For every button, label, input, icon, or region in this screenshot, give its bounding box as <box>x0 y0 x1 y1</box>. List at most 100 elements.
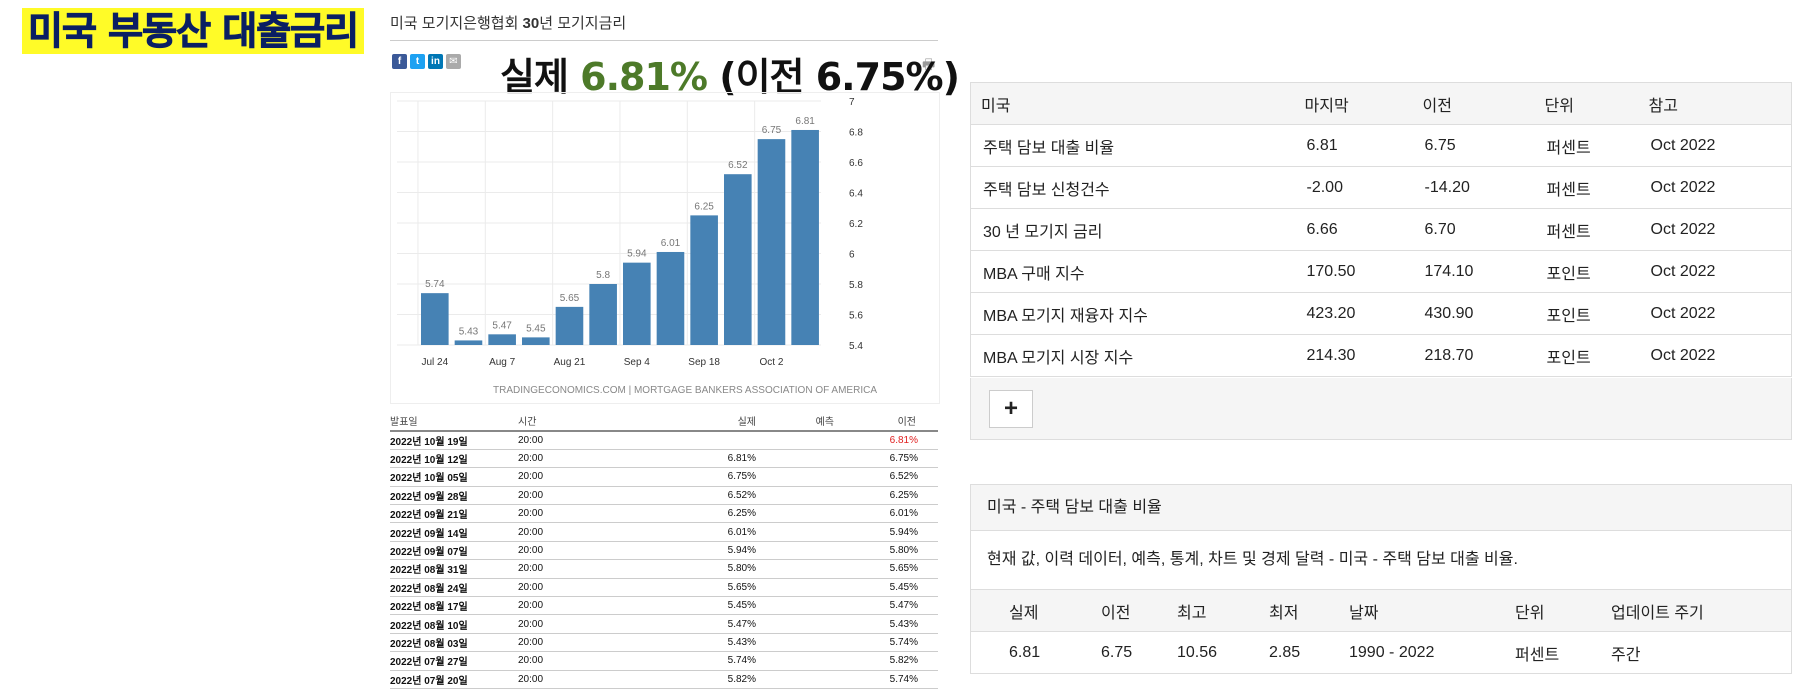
headline-suffix: (이전 6.75%) <box>707 55 960 99</box>
history-forecast <box>756 541 834 561</box>
history-previous: 6.25% <box>834 486 938 506</box>
indicators-header-country: 미국 <box>970 82 1295 125</box>
linkedin-icon[interactable]: in <box>428 54 443 69</box>
bar <box>421 293 449 345</box>
history-forecast <box>756 486 834 506</box>
history-previous: 5.82% <box>834 651 938 671</box>
bar-value-label: 5.45 <box>526 323 546 334</box>
indicator-name[interactable]: 주택 담보 대출 비율 <box>970 124 1295 167</box>
indicator-row[interactable]: MBA 모기지 시장 지수 214.30 218.70 포인트 Oct 2022 <box>970 334 1792 377</box>
history-previous: 5.43% <box>834 614 938 634</box>
history-forecast <box>756 504 834 524</box>
facebook-icon[interactable]: f <box>392 54 407 69</box>
history-row: 2022년 08월 10일 20:00 5.47% 5.43% <box>390 614 938 634</box>
indicators-table: 미국 마지막 이전 단위 참고 주택 담보 대출 비율 6.81 6.75 퍼센트 Oc… <box>970 82 1792 377</box>
history-time: 20:00 <box>518 596 638 616</box>
summary-header-frequency: 업데이트 주기 <box>1597 589 1791 632</box>
indicator-unit: 퍼센트 <box>1534 208 1639 251</box>
indicator-unit: 포인트 <box>1534 334 1639 377</box>
indicator-row[interactable]: 주택 담보 대출 비율 6.81 6.75 퍼센트 Oct 2022 <box>970 124 1792 167</box>
history-header-date: 발표일 <box>390 410 518 432</box>
history-date: 2022년 10월 12일 <box>390 449 518 469</box>
summary-header-high: 최고 <box>1163 589 1255 632</box>
indicator-reference: Oct 2022 <box>1638 334 1792 377</box>
description-text: 현재 값, 이력 데이터, 예측, 통계, 차트 및 경제 달력 - 미국 - … <box>987 551 1518 568</box>
indicators-header-last: 마지막 <box>1294 82 1413 125</box>
history-date: 2022년 07월 20일 <box>390 670 518 689</box>
indicator-name[interactable]: 30 년 모기지 금리 <box>970 208 1295 251</box>
history-previous: 5.74% <box>834 670 938 689</box>
history-header-row: 발표일 시간 실제 예측 이전 <box>390 410 938 432</box>
history-row: 2022년 08월 24일 20:00 5.65% 5.45% <box>390 578 938 598</box>
y-tick-label: 5.6 <box>849 311 863 322</box>
history-date: 2022년 09월 14일 <box>390 522 518 542</box>
indicator-name[interactable]: MBA 모기지 시장 지수 <box>970 334 1295 377</box>
history-row: 2022년 09월 21일 20:00 6.25% 6.01% <box>390 504 938 524</box>
chart-panel: 미국 모기지은행협회 30년 모기지금리 f t in ✉ 🖶 실제 6.81% (이… <box>390 0 960 694</box>
history-row: 2022년 08월 03일 20:00 5.43% 5.74% <box>390 633 938 653</box>
bar <box>589 284 617 345</box>
history-row: 2022년 08월 17일 20:00 5.45% 5.47% <box>390 596 938 616</box>
summary-header-actual: 실제 <box>971 589 1087 632</box>
history-row: 2022년 09월 14일 20:00 6.01% 5.94% <box>390 522 938 542</box>
x-tick-label: Sep 4 <box>624 357 651 368</box>
x-tick-label: Aug 7 <box>489 357 516 368</box>
indicator-row[interactable]: MBA 구매 지수 170.50 174.10 포인트 Oct 2022 <box>970 250 1792 293</box>
print-icon[interactable]: 🖶 <box>922 56 936 72</box>
email-icon[interactable]: ✉ <box>446 54 461 69</box>
history-time: 20:00 <box>518 431 638 450</box>
history-date: 2022년 08월 31일 <box>390 559 518 579</box>
indicator-reference: Oct 2022 <box>1638 124 1792 167</box>
history-actual: 5.94% <box>638 541 756 561</box>
y-tick-label: 6 <box>849 250 855 261</box>
history-actual: 5.43% <box>638 633 756 653</box>
history-actual: 6.81% <box>638 449 756 469</box>
bar-value-label: 5.94 <box>627 249 647 260</box>
indicator-row[interactable]: 주택 담보 신청건수 -2.00 -14.20 퍼센트 Oct 2022 <box>970 166 1792 209</box>
bar-value-label: 5.74 <box>425 279 445 290</box>
indicator-previous: -14.20 <box>1412 166 1535 209</box>
history-header-forecast: 예측 <box>756 410 834 432</box>
history-row: 2022년 09월 28일 20:00 6.52% 6.25% <box>390 486 938 506</box>
history-date: 2022년 08월 24일 <box>390 578 518 598</box>
twitter-icon[interactable]: t <box>410 54 425 69</box>
bar-value-label: 6.25 <box>694 201 714 212</box>
bar-value-label: 6.75 <box>762 125 782 136</box>
summary-actual: 6.81 <box>1009 643 1041 661</box>
headline: 실제 6.81% (이전 6.75%) <box>500 46 960 101</box>
indicators-header-previous: 이전 <box>1412 82 1535 125</box>
history-previous: 6.81% <box>834 431 938 450</box>
add-row-bar: + <box>970 378 1792 440</box>
y-tick-label: 6.2 <box>849 219 863 230</box>
history-forecast <box>756 651 834 671</box>
history-forecast <box>756 559 834 579</box>
summary-header-date: 날짜 <box>1335 589 1501 632</box>
history-actual: 5.65% <box>638 578 756 598</box>
history-forecast <box>756 614 834 634</box>
indicator-row[interactable]: MBA 모기지 재융자 지수 423.20 430.90 포인트 Oct 2022 <box>970 292 1792 335</box>
summary-previous: 6.75 <box>1101 643 1133 661</box>
history-time: 20:00 <box>518 670 638 689</box>
x-tick-label: Sep 18 <box>688 357 720 368</box>
bar <box>757 139 786 345</box>
history-previous: 6.52% <box>834 467 938 487</box>
add-indicator-button[interactable]: + <box>989 390 1033 428</box>
history-time: 20:00 <box>518 504 638 524</box>
indicator-reference: Oct 2022 <box>1638 250 1792 293</box>
indicators-header-unit: 단위 <box>1534 82 1639 125</box>
header-divider <box>390 40 938 41</box>
bar <box>623 262 651 345</box>
history-time: 20:00 <box>518 614 638 634</box>
indicator-last: 423.20 <box>1294 292 1413 335</box>
history-forecast <box>756 578 834 598</box>
bar-value-label: 5.43 <box>459 326 479 337</box>
indicator-name[interactable]: MBA 구매 지수 <box>970 250 1295 293</box>
indicator-previous: 430.90 <box>1412 292 1535 335</box>
history-date: 2022년 08월 10일 <box>390 614 518 634</box>
history-time: 20:00 <box>518 559 638 579</box>
indicator-name[interactable]: 주택 담보 신청건수 <box>970 166 1295 209</box>
indicator-row[interactable]: 30 년 모기지 금리 6.66 6.70 퍼센트 Oct 2022 <box>970 208 1792 251</box>
history-actual <box>638 431 756 450</box>
chart-source: TRADINGECONOMICS.COM | MORTGAGE BANKERS … <box>493 385 877 396</box>
indicator-name[interactable]: MBA 모기지 재융자 지수 <box>970 292 1295 335</box>
